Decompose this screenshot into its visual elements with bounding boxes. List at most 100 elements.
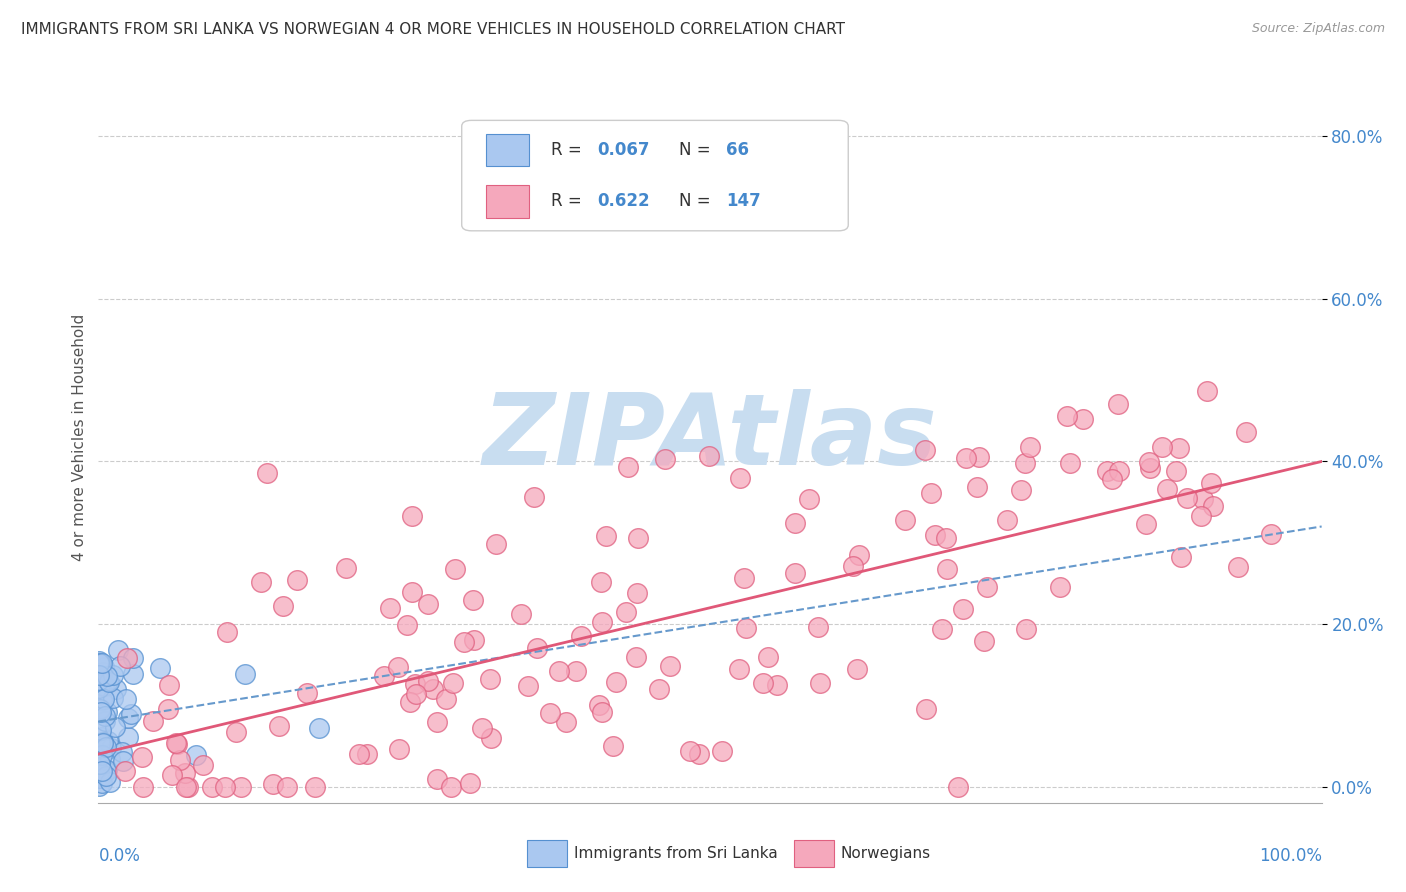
Point — [1101, 472, 1123, 486]
Point — [97, 734, 120, 748]
Text: 100.0%: 100.0% — [1258, 847, 1322, 864]
Point — [149, 660, 172, 674]
Point — [471, 721, 494, 735]
Point — [115, 692, 138, 706]
Point — [93, 660, 115, 674]
Point — [479, 731, 502, 745]
Point — [1095, 464, 1118, 478]
Point — [97, 674, 120, 689]
Point — [404, 677, 426, 691]
Point — [173, 765, 195, 780]
Point — [1049, 580, 1071, 594]
Point — [1019, 440, 1042, 454]
Point — [91, 776, 114, 790]
Point — [91, 747, 114, 762]
Point — [96, 705, 118, 719]
Point — [157, 702, 180, 716]
Point — [517, 680, 540, 694]
Point — [89, 769, 111, 783]
Point — [87, 769, 110, 783]
Point — [214, 780, 236, 794]
Point — [463, 632, 485, 647]
Point — [1195, 384, 1218, 398]
Point — [110, 659, 132, 673]
Point — [697, 449, 720, 463]
Point — [935, 531, 957, 545]
Point — [87, 654, 110, 668]
Point — [591, 705, 613, 719]
Point — [626, 586, 648, 600]
Point — [973, 634, 995, 648]
Point — [91, 736, 114, 750]
Point — [166, 737, 188, 751]
Text: Norwegians: Norwegians — [841, 847, 931, 861]
Point — [91, 730, 114, 744]
Text: 147: 147 — [725, 192, 761, 211]
Point — [422, 682, 444, 697]
Text: 66: 66 — [725, 141, 749, 159]
Point — [262, 777, 284, 791]
Point — [952, 602, 974, 616]
Point — [186, 747, 208, 762]
Point — [89, 771, 111, 785]
Point — [1150, 440, 1173, 454]
Point — [728, 661, 751, 675]
Point — [101, 668, 124, 682]
Point — [256, 467, 278, 481]
Point — [626, 649, 648, 664]
Point — [87, 673, 110, 687]
Point — [90, 737, 112, 751]
Point — [405, 686, 427, 700]
Point — [914, 443, 936, 458]
Point — [90, 657, 112, 671]
Text: ZIPAtlas: ZIPAtlas — [482, 389, 938, 485]
Point — [647, 681, 669, 696]
Point — [225, 725, 247, 739]
Point — [347, 747, 370, 762]
Point — [89, 657, 111, 671]
Text: 0.067: 0.067 — [598, 141, 650, 159]
Point — [439, 780, 461, 794]
Point — [98, 775, 121, 789]
Point — [308, 721, 330, 735]
Point — [1156, 483, 1178, 497]
Point — [588, 698, 610, 712]
Point — [1107, 397, 1129, 411]
Point — [894, 513, 917, 527]
Point — [523, 490, 546, 504]
Point — [967, 450, 990, 464]
Point — [1014, 456, 1036, 470]
Point — [1234, 425, 1257, 440]
Y-axis label: 4 or more Vehicles in Household: 4 or more Vehicles in Household — [72, 313, 87, 561]
Point — [845, 662, 868, 676]
Point — [231, 780, 253, 794]
Point — [485, 537, 508, 551]
Point — [591, 574, 613, 589]
Point — [595, 529, 617, 543]
Point — [90, 693, 112, 707]
Point — [201, 780, 224, 794]
Point — [91, 656, 114, 670]
Point — [103, 691, 125, 706]
Text: N =: N = — [679, 192, 716, 211]
Point — [94, 769, 117, 783]
Point — [100, 740, 122, 755]
Point — [565, 664, 588, 678]
Point — [378, 600, 401, 615]
Point — [966, 480, 988, 494]
Point — [659, 658, 682, 673]
Point — [995, 513, 1018, 527]
Point — [841, 559, 863, 574]
Point — [285, 573, 308, 587]
Point — [401, 508, 423, 523]
Bar — [486, 134, 529, 167]
Point — [395, 618, 418, 632]
Point — [271, 599, 294, 614]
Point — [89, 757, 111, 772]
Point — [157, 678, 180, 692]
Point — [89, 669, 111, 683]
Point — [808, 675, 831, 690]
Text: R =: R = — [551, 141, 588, 159]
Point — [107, 643, 129, 657]
Point — [626, 531, 648, 545]
